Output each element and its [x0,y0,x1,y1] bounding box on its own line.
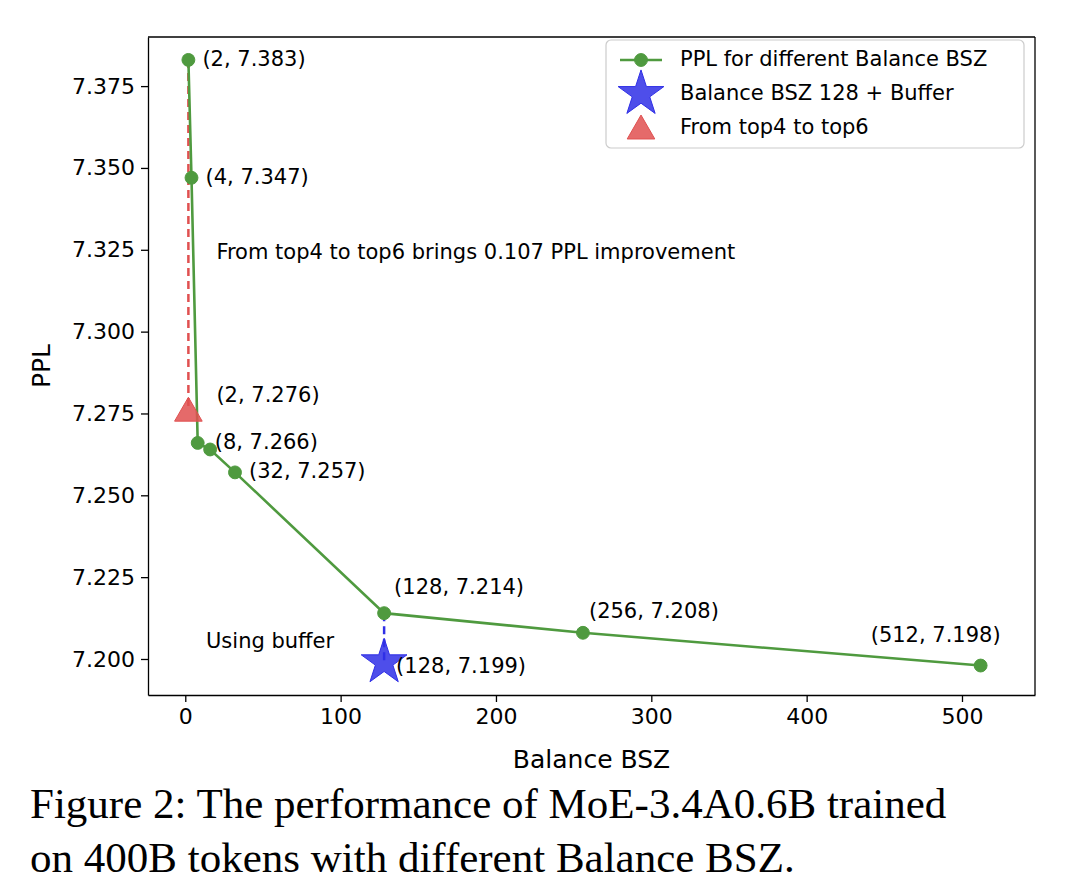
x-tick-label: 100 [320,704,362,729]
x-tick-mark [185,695,186,702]
y-tick-mark [141,577,148,578]
caption: on 400B tokens with different Balance BS… [30,834,795,881]
legend-box [606,40,1024,148]
legend-label: PPL for different Balance BSZ [680,47,987,71]
data-label: (128, 7.214) [394,575,524,599]
y-tick-label: 7.350 [72,155,135,180]
x-tick-mark [340,695,341,702]
data-point [191,436,204,449]
y-tick-mark [141,250,148,251]
y-tick-label: 7.325 [72,237,135,262]
data-point [229,466,242,479]
frame-top [148,36,1035,37]
annotation: From top4 to top6 brings 0.107 PPL impro… [216,240,735,264]
data-point [974,659,987,672]
y-tick-mark [141,413,148,414]
data-label: (2, 7.383) [202,47,305,71]
x-tick-label: 300 [631,704,673,729]
series-line [188,60,980,666]
y-tick: 7.325 [72,237,148,262]
x-tick-mark [496,695,497,702]
x-tick: 400 [786,695,828,729]
frame-right [1034,37,1035,695]
chart: 0 100 200 300 400 500 7.200 7.225 7.250 7.275 7.30… [0,0,1080,893]
y-tick: 7.200 [72,647,148,672]
y-tick-label: 7.375 [72,74,135,99]
legend-marker [627,115,655,139]
x-tick: 500 [941,695,983,729]
caption: Figure 2: The performance of MoE-3.4A0.6… [30,780,946,827]
y-tick: 7.375 [72,74,148,99]
x-tick: 100 [320,695,362,729]
y-tick: 7.250 [72,483,148,508]
data-label: (4, 7.347) [205,165,308,189]
x-tick-mark [962,695,963,702]
y-tick-mark [141,495,148,496]
annotation: Using buffer [206,629,334,653]
legend-marker [635,54,648,67]
x-tick: 200 [475,695,517,729]
x-tick-label: 400 [786,704,828,729]
x-tick-mark [806,695,807,702]
x-tick-label: 0 [179,704,193,729]
y-tick: 7.275 [72,401,148,426]
y-tick-label: 7.250 [72,483,135,508]
data-label: (32, 7.257) [249,459,366,483]
data-label: (2, 7.276) [216,383,319,407]
x-tick: 0 [179,695,193,729]
y-tick-label: 7.300 [72,319,135,344]
y-tick-mark [141,659,148,660]
y-tick-label: 7.225 [72,565,135,590]
legend: PPL for different Balance BSZ Balance BSZ… [606,40,1024,148]
y-tick: 7.350 [72,155,148,180]
y-tick: 7.300 [72,319,148,344]
legend-label: From top4 to top6 [680,115,869,139]
data-point [182,53,195,66]
x-tick-label: 200 [475,704,517,729]
data-point [577,626,590,639]
y-tick-mark [141,86,148,87]
y-axis-title: PPL [27,344,56,388]
y-tick-label: 7.275 [72,401,135,426]
data-point [175,397,203,421]
y-tick: 7.225 [72,565,148,590]
x-tick-label: 500 [941,704,983,729]
data-label: (256, 7.208) [589,599,719,623]
y-tick-label: 7.200 [72,647,135,672]
data-label: (8, 7.266) [215,430,318,454]
data-point [185,171,198,184]
data-point [378,607,391,620]
legend-label: Balance BSZ 128 + Buffer [680,81,954,105]
x-axis-line [149,695,1036,696]
x-axis: 0 100 200 300 400 500 [149,695,1036,729]
x-axis-title: Balance BSZ [513,745,670,774]
x-tick: 300 [631,695,673,729]
y-tick-mark [141,331,148,332]
x-tick-mark [651,695,652,702]
y-axis: 7.200 7.225 7.250 7.275 7.300 7.325 7.350 7.375 [72,38,148,696]
data-label: (128, 7.199) [396,654,526,678]
y-axis-line [148,38,149,696]
data-label: (512, 7.198) [871,623,1001,647]
y-tick-mark [141,168,148,169]
legend-marker [618,70,664,114]
